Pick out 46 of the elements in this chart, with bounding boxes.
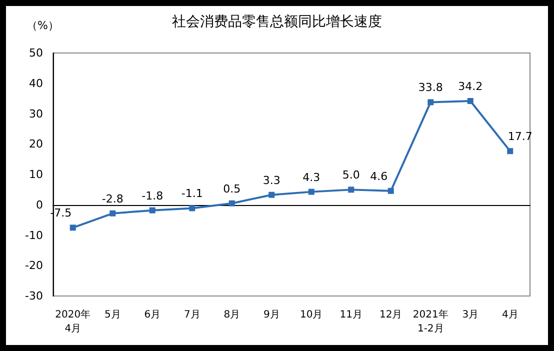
x-tick-label: 9月 (263, 310, 280, 320)
data-label: 4.3 (302, 170, 320, 184)
y-tick-label: 40 (29, 76, 43, 90)
x-tick-label: 12月 (380, 310, 402, 320)
y-axis-title: （%） (26, 19, 59, 32)
data-label: -1.1 (181, 187, 203, 200)
point (507, 148, 514, 154)
x-tick-label: 10月 (300, 310, 323, 320)
y-tick-label: -10 (25, 228, 43, 242)
y-tick-label: -30 (25, 290, 43, 302)
x-tick-label: 6月 (144, 310, 161, 320)
y-tick-label: 0 (36, 198, 43, 212)
data-label: 33.8 (418, 81, 443, 94)
x-tick-label: 3月 (462, 310, 479, 320)
point (428, 99, 434, 106)
x-tick-label: 11月 (340, 310, 362, 320)
data-label: 34.2 (458, 80, 483, 93)
x-tick-label: 7月 (184, 310, 200, 320)
chart-title: 社会消费品零售总额同比增长速度 (172, 14, 382, 30)
point (308, 188, 314, 195)
y-tick-label: 20 (29, 138, 43, 151)
data-label: 4.6 (370, 170, 388, 183)
point (467, 98, 474, 104)
data-label: -1.8 (142, 189, 164, 202)
data-label: 5.0 (342, 168, 360, 182)
point (348, 186, 354, 193)
point (70, 224, 76, 231)
data-label: -2.8 (102, 192, 124, 206)
x-tick-label: 2021年 1-2月 (412, 308, 448, 334)
y-tick-label: 10 (29, 168, 43, 181)
point (110, 210, 116, 216)
point (149, 207, 156, 214)
y-tick-label: 50 (29, 46, 43, 60)
x-tick-label: 8月 (224, 310, 240, 320)
x-tick-label: 2020年 4月 (55, 308, 91, 334)
point (268, 192, 275, 198)
x-tick-label: 5月 (104, 310, 121, 320)
y-tick-label: 30 (29, 107, 43, 120)
point (189, 205, 196, 212)
point (388, 188, 394, 194)
y-tick-label: -20 (25, 259, 43, 272)
point (228, 200, 235, 206)
data-label: 0.5 (223, 182, 241, 196)
data-label: 17.7 (508, 130, 532, 144)
x-tick-label: 4月 (502, 310, 518, 320)
data-label: 3.3 (262, 174, 280, 187)
